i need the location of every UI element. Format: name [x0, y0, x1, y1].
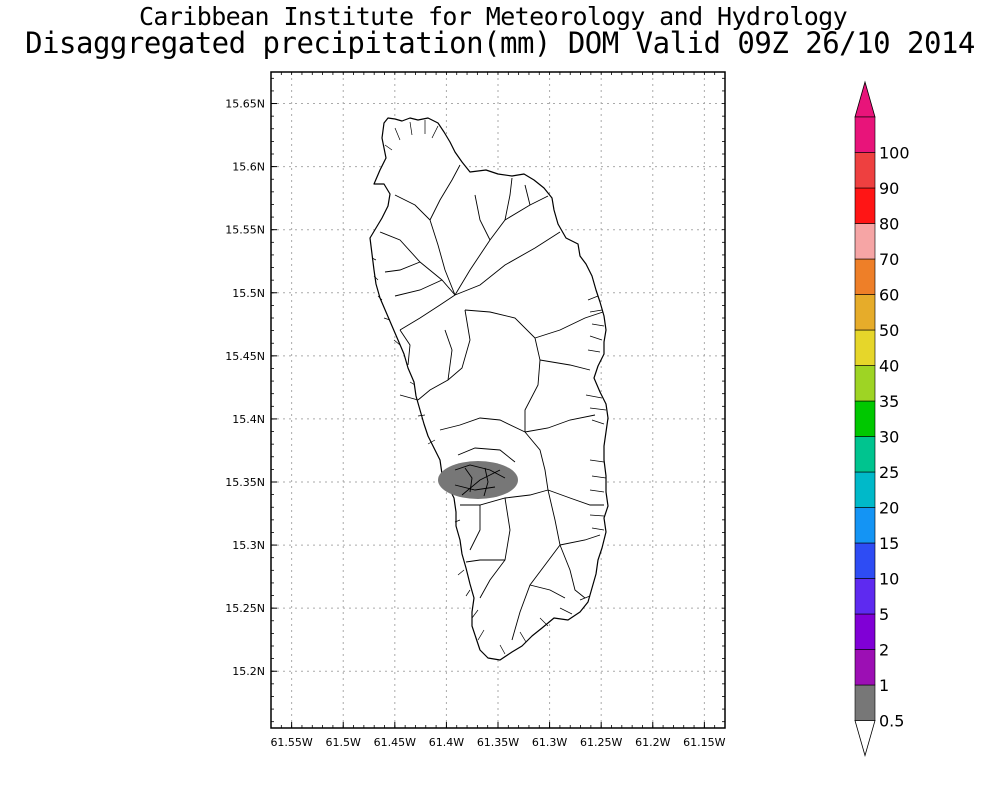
- colorbar-swatch: [854, 294, 876, 331]
- colorbar-label: 60: [879, 286, 899, 305]
- colorbar-swatch: [854, 471, 876, 508]
- colorbar-swatch: [854, 152, 876, 189]
- product-title: Disaggregated precipitation(mm) DOM Vali…: [25, 26, 975, 60]
- colorbar-swatch: [854, 578, 876, 615]
- colorbar-swatch: [854, 507, 876, 544]
- colorbar-label: 30: [879, 428, 899, 447]
- colorbar-swatch: [854, 613, 876, 650]
- colorbar-label: 25: [879, 463, 899, 482]
- colorbar-swatch: [854, 329, 876, 366]
- colorbar-swatch: [854, 436, 876, 473]
- colorbar-swatch: [854, 116, 876, 153]
- lat-tick-label: 15.55N: [225, 224, 265, 237]
- lat-tick-label: 15.5N: [232, 287, 265, 300]
- colorbar-label: 15: [879, 534, 899, 553]
- colorbar-label: 10: [879, 570, 899, 589]
- dominica-outline: [369, 117, 609, 661]
- lon-tick-label: 61.2W: [635, 736, 670, 749]
- lon-tick-label: 61.55W: [270, 736, 312, 749]
- colorbar-swatch: [854, 187, 876, 224]
- lat-tick-label: 15.2N: [232, 665, 265, 678]
- coastal-streams: [371, 120, 607, 655]
- colorbar-label: 50: [879, 321, 899, 340]
- colorbar-swatch: [854, 223, 876, 260]
- latitude-ticks: 15.65N 15.6N 15.55N 15.5N 15.45N 15.4N 15.35N 1…: [225, 77, 725, 723]
- lon-tick-label: 61.5W: [326, 736, 361, 749]
- colorbar-label: 35: [879, 392, 899, 411]
- colorbar-upper-arrow: [854, 80, 876, 118]
- colorbar-label: 5: [879, 605, 889, 624]
- colorbar-lower-arrow: [854, 720, 876, 757]
- colorbar-label: 2: [879, 641, 889, 660]
- lat-tick-label: 15.35N: [225, 476, 265, 489]
- lat-tick-label: 15.45N: [225, 350, 265, 363]
- lon-tick-label: 61.35W: [477, 736, 519, 749]
- colorbar-swatch: [854, 258, 876, 295]
- longitude-ticks: 61.55W 61.5W 61.45W 61.4W 61.35W 61.3W 61.25W 6…: [270, 72, 726, 749]
- precip-area-streams: [454, 464, 506, 497]
- lat-tick-label: 15.65N: [225, 98, 265, 111]
- institute-title: Caribbean Institute for Meteorology and …: [138, 2, 848, 31]
- colorbar-swatch: [854, 684, 876, 721]
- colorbar-label: 1: [879, 676, 889, 695]
- lon-tick-label: 61.3W: [532, 736, 567, 749]
- colorbar-swatch: [854, 649, 876, 686]
- colorbar-label: 40: [879, 357, 899, 376]
- lat-tick-label: 15.3N: [232, 539, 265, 552]
- lon-tick-label: 61.25W: [580, 736, 622, 749]
- colorbar-swatch: [854, 400, 876, 437]
- colorbar-label: 100: [879, 144, 910, 163]
- colorbar-swatch: [854, 542, 876, 579]
- colorbar-swatch: [854, 365, 876, 402]
- lat-tick-label: 15.4N: [232, 413, 265, 426]
- colorbar-label: 20: [879, 499, 899, 518]
- colorbar-label: 0.5: [879, 712, 904, 731]
- colorbar-label: 70: [879, 250, 899, 269]
- lon-tick-label: 61.4W: [429, 736, 464, 749]
- colorbar-label: 80: [879, 215, 899, 234]
- colorbar-label: 90: [879, 179, 899, 198]
- lat-tick-label: 15.6N: [232, 161, 265, 174]
- lon-tick-label: 61.15W: [683, 736, 725, 749]
- lat-tick-label: 15.25N: [225, 602, 265, 615]
- lon-tick-label: 61.45W: [374, 736, 416, 749]
